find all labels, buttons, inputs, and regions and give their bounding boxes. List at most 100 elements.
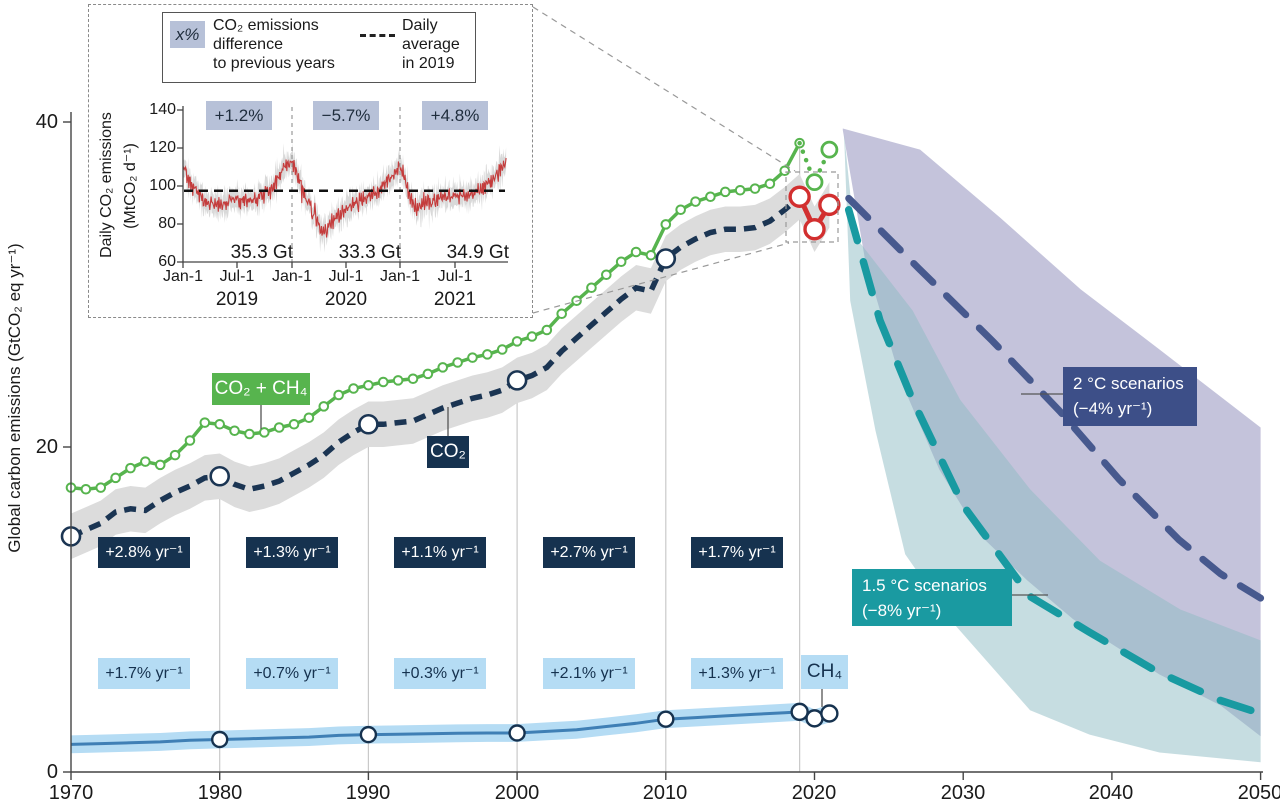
co2-ch4-marker — [719, 186, 731, 198]
co2-ch4-marker — [526, 331, 538, 342]
co2-line — [69, 194, 802, 539]
co2-growth-1980s: +1.3% yr⁻¹ — [246, 537, 338, 568]
co2-ch4-marker — [764, 178, 776, 190]
inset-y-axis-label-line1: Daily CO₂ emissions — [98, 112, 115, 258]
co2-ch4-marker — [734, 184, 746, 196]
co2-ch4-marker — [615, 256, 627, 268]
co2-ch4-marker — [467, 352, 478, 363]
co2-ch4-marker — [377, 376, 389, 388]
co2-ch4-series-label: CO₂ + CH₄ — [212, 373, 310, 405]
co2-ch4-marker — [645, 249, 657, 261]
co2-ch4-marker — [288, 418, 300, 430]
co2-ch4-marker — [169, 449, 181, 461]
covid-dip-marker — [818, 193, 841, 217]
co2-decade-marker — [209, 465, 230, 487]
co2-ch4-marker — [452, 357, 463, 368]
inset-y-axis-label-line2: (MtCO₂ d⁻¹) — [122, 143, 139, 229]
ch4-decade-marker — [210, 730, 229, 749]
inset-y-tick-60: 60 — [158, 253, 176, 270]
inset-connector-top — [532, 6, 796, 172]
co2-ch4-marker — [586, 282, 597, 294]
pct-chip-legend-swatch: x% — [170, 21, 205, 48]
x-tick-1970: 1970 — [48, 782, 94, 802]
ch4-growth-1990s: +0.3% yr⁻¹ — [394, 658, 486, 689]
scenario-2c-line — [845, 194, 1265, 602]
inset-connector-bottom — [532, 242, 790, 314]
co2-ch4-marker — [214, 418, 225, 430]
ch4-uncertainty-band — [71, 702, 830, 754]
pct-change-2020: −5.7% — [313, 101, 379, 130]
inset-legend — [162, 12, 476, 83]
co2-ch4-marker — [630, 246, 642, 258]
scenario-2c-band — [842, 128, 1261, 737]
y-axis-label: Global carbon emissions (GtCO₂ eq yr⁻¹) — [5, 243, 24, 553]
ch4-decade-marker — [508, 724, 526, 742]
co2-decade-marker — [655, 248, 677, 269]
x-tick-1980: 1980 — [197, 782, 243, 802]
x-tick-2030: 2030 — [940, 782, 986, 802]
pct-change-2021: +4.8% — [422, 101, 488, 130]
y-tick-0: 0 — [46, 761, 58, 783]
inset-y-tick-120: 120 — [149, 139, 176, 156]
co2-ch4-marker — [556, 308, 568, 320]
inset-y-tick-80: 80 — [158, 215, 176, 232]
inset-x-tick-jul19: Jul-1 — [219, 268, 255, 285]
co2-ch4-marker — [140, 456, 151, 467]
co2-ch4-marker — [199, 417, 211, 428]
inset-x-tick-jan19: Jan-1 — [162, 268, 204, 285]
ch4-decade-marker — [657, 710, 675, 728]
co2-ch4-dip-marker — [820, 140, 839, 159]
co2-ch4-marker — [95, 482, 107, 493]
inset-year-2019: 2019 — [215, 289, 259, 310]
co2-ch4-marker — [601, 269, 612, 281]
x-tick-2020: 2020 — [791, 782, 837, 802]
y-tick-20: 20 — [35, 436, 58, 458]
co2-ch4-marker — [705, 191, 716, 203]
inset-daily-emissions-line — [182, 157, 507, 238]
legend-average-description: Daily average in 2019 — [402, 17, 460, 72]
co2-uncertainty-band — [71, 174, 830, 560]
co2-ch4-marker — [318, 401, 330, 412]
scenario-2c-title: 2 °C scenarios — [1073, 374, 1184, 393]
co2-growth-1970s: +2.8% yr⁻¹ — [98, 537, 190, 568]
co2-growth-1990s: +1.1% yr⁻¹ — [394, 537, 486, 568]
ch4-growth-2010s: +1.3% yr⁻¹ — [691, 658, 783, 689]
ch4-recent-marker — [790, 702, 809, 722]
co2-ch4-marker — [779, 165, 791, 177]
inset-y-tick-100: 100 — [149, 177, 176, 194]
annual-total-2019: 35.3 Gt — [230, 242, 293, 263]
x-tick-1990: 1990 — [345, 782, 391, 802]
co2-growth-2010s: +1.7% yr⁻¹ — [691, 537, 783, 568]
co2-ch4-marker — [660, 219, 672, 230]
x-tick-2000: 2000 — [494, 782, 540, 802]
inset-x-tick-jul21: Jul-1 — [437, 268, 473, 285]
scenario-2c-label: 2 °C scenarios (−4% yr⁻¹) — [1063, 367, 1197, 426]
inset-year-2021: 2021 — [433, 289, 477, 310]
x-tick-2010: 2010 — [642, 782, 688, 802]
covid-dip-marker — [788, 185, 811, 208]
inset-x-tick-jan20: Jan-1 — [271, 268, 313, 285]
co2-ch4-marker — [229, 425, 240, 437]
co2-ch4-marker — [392, 375, 404, 386]
co2-ch4-marker — [541, 324, 553, 336]
scenario-15c-line — [844, 206, 1265, 718]
co2-ch4-marker — [184, 435, 196, 446]
inset-y-tick-140: 140 — [149, 101, 176, 118]
co2-ch4-marker — [690, 196, 701, 207]
scenario-15c-rate: (−8% yr⁻¹) — [862, 600, 942, 620]
co2-ch4-dip-marker — [805, 173, 824, 192]
ch4-recent-marker — [805, 709, 824, 728]
co2-series-label: CO₂ — [427, 436, 469, 468]
ch4-series-label: CH₄ — [801, 655, 848, 689]
co2-ch4-marker — [511, 336, 523, 347]
dashed-line-icon — [360, 34, 395, 37]
co2-ch4-marker — [125, 462, 136, 474]
co2-ch4-marker — [110, 472, 121, 484]
x-tick-2040: 2040 — [1088, 782, 1134, 802]
co2-ch4-marker — [303, 412, 315, 424]
co2-ch4-marker — [437, 362, 449, 373]
pct-change-2019: +1.2% — [206, 101, 272, 130]
co2-ch4-marker — [363, 379, 374, 391]
co2-ch4-marker — [675, 204, 686, 216]
co2-growth-2000s: +2.7% yr⁻¹ — [543, 537, 635, 568]
